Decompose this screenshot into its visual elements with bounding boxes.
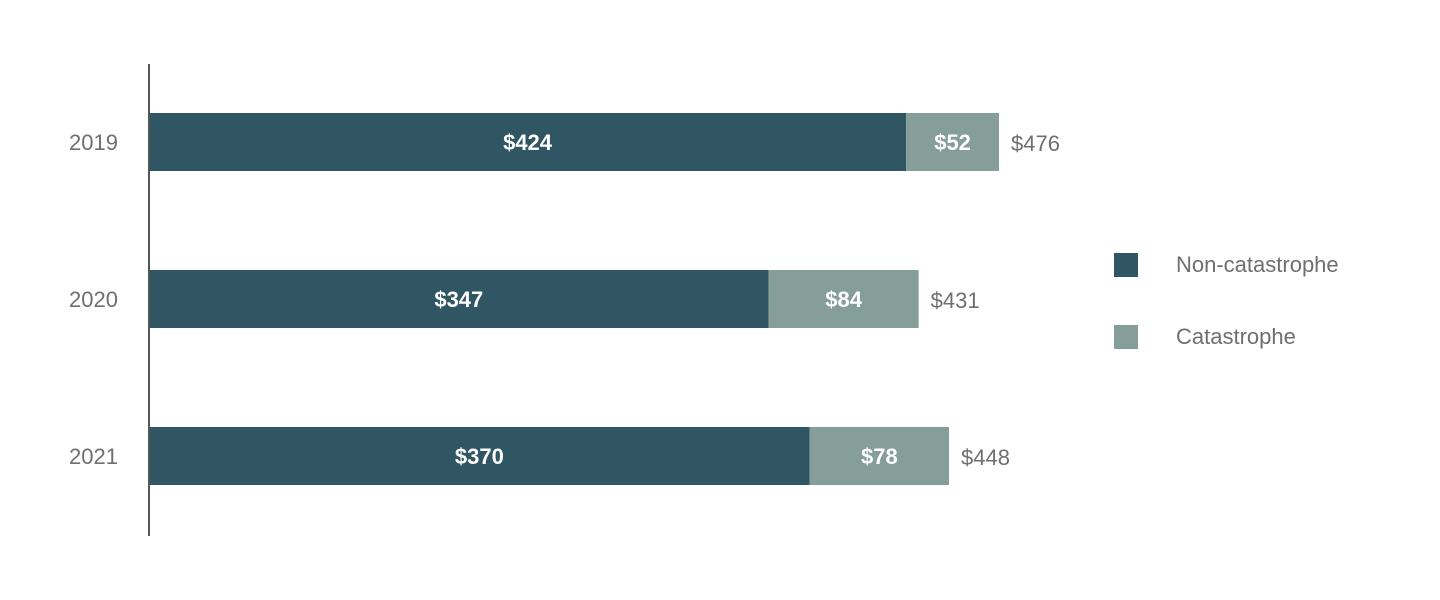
segment-value-label: $78	[861, 444, 898, 469]
segment-value-label: $370	[455, 444, 504, 469]
bar-segment-catastrophe	[768, 270, 919, 328]
legend-label-non-catastrophe: Non-catastrophe	[1176, 252, 1339, 277]
category-label: 2019	[69, 130, 118, 155]
bar-segment-non-catastrophe	[149, 427, 810, 485]
total-value-label: $431	[931, 288, 980, 313]
bar-segment-catastrophe	[906, 113, 999, 171]
total-value-label: $448	[961, 445, 1010, 470]
bar-segment-non-catastrophe	[149, 113, 907, 171]
total-value-label: $476	[1011, 131, 1060, 156]
segment-value-label: $52	[934, 130, 971, 155]
segment-value-label: $424	[503, 130, 553, 155]
category-label: 2021	[69, 444, 118, 469]
category-label: 2020	[69, 287, 118, 312]
legend-swatch-non-catastrophe	[1114, 253, 1138, 277]
legend-swatch-catastrophe	[1114, 325, 1138, 349]
bar-segment-non-catastrophe	[149, 270, 769, 328]
legend-item-catastrophe: Catastrophe	[1114, 324, 1339, 350]
bar-segment-catastrophe	[809, 427, 949, 485]
segment-value-label: $347	[434, 287, 483, 312]
legend-label-catastrophe: Catastrophe	[1176, 324, 1296, 349]
segment-value-label: $84	[825, 287, 862, 312]
chart-legend: Non-catastrophe Catastrophe	[1114, 252, 1339, 396]
legend-item-non-catastrophe: Non-catastrophe	[1114, 252, 1339, 278]
